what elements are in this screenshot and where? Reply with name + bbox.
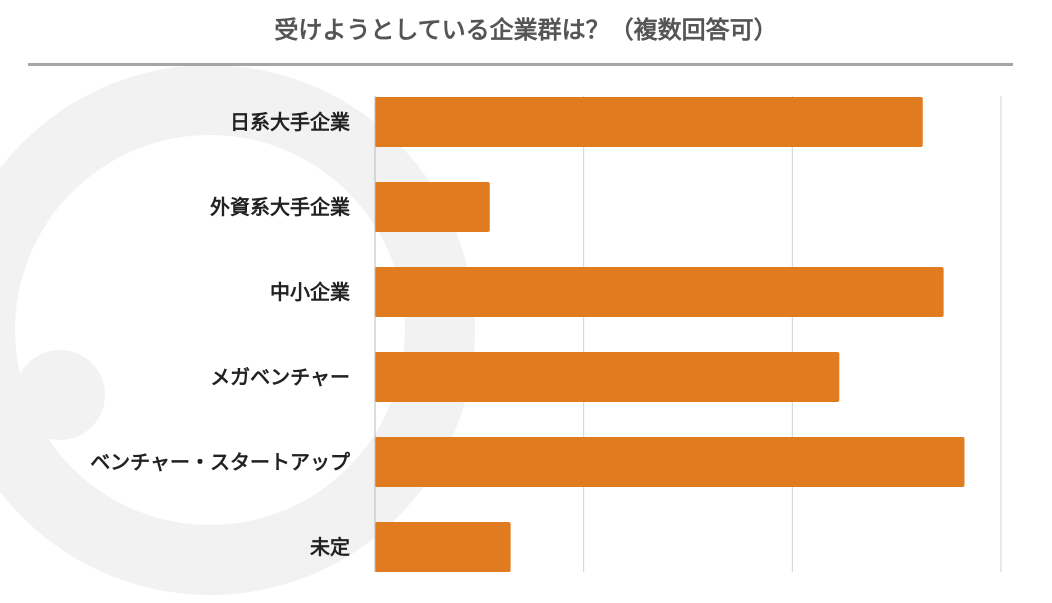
watermark-dot-icon xyxy=(15,350,105,440)
category-label: 日系大手企業 xyxy=(230,110,351,134)
category-label: 未定 xyxy=(310,535,350,559)
bar xyxy=(375,97,923,147)
title-divider xyxy=(28,63,1013,66)
watermark-ring-icon xyxy=(0,65,475,595)
chart-title: 受けようとしている企業群は？（複数回答可） xyxy=(274,16,778,44)
bar xyxy=(375,267,944,317)
bar xyxy=(375,437,965,487)
bar xyxy=(375,522,511,572)
category-label: 外資系大手企業 xyxy=(210,195,351,219)
category-label: 中小企業 xyxy=(270,280,351,304)
category-label: ベンチャー・スタートアップ xyxy=(90,450,351,474)
category-label: メガベンチャー xyxy=(210,365,350,389)
bar xyxy=(375,352,840,402)
bar xyxy=(375,182,490,232)
